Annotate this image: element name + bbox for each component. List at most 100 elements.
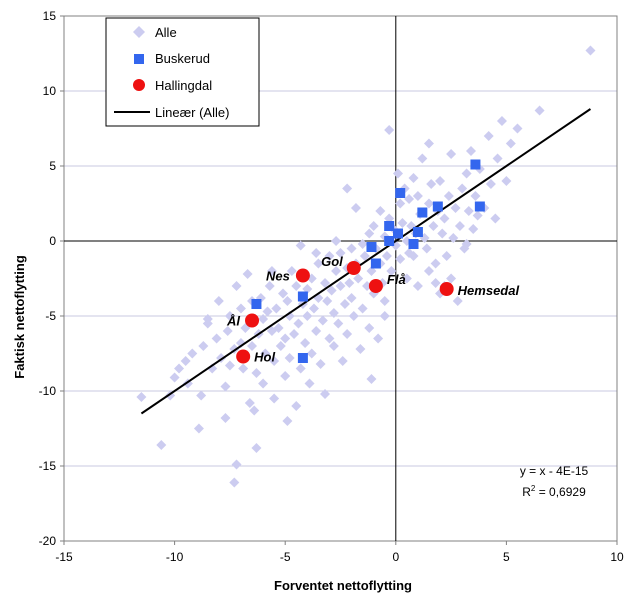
data-point-alle (284, 353, 295, 363)
data-point-alle (269, 393, 280, 404)
data-point-alle (306, 348, 317, 359)
data-point-alle (395, 198, 406, 209)
data-point-alle (384, 125, 395, 135)
r-squared-superscript: 2 (531, 484, 536, 493)
data-point-alle (348, 311, 359, 321)
data-point-alle (156, 440, 167, 450)
data-point-alle (251, 368, 262, 378)
data-point-alle (408, 173, 419, 183)
data-point-alle (271, 303, 282, 314)
x-tick-label: -5 (280, 550, 291, 564)
data-point-alle (359, 251, 370, 261)
data-point-alle (266, 266, 277, 276)
legend-marker-buskerud (134, 54, 144, 64)
y-tick-label: 5 (49, 159, 56, 173)
data-point-alle (308, 303, 319, 314)
data-point-alle (220, 381, 231, 392)
data-point-alle (381, 251, 392, 261)
r-squared: R2 = 0,6929 (522, 484, 586, 499)
data-point-alle (242, 269, 253, 279)
data-point-alle (291, 281, 302, 291)
point-label-hallingdal: Gol (321, 254, 343, 269)
data-point-alle (463, 206, 474, 216)
data-point-alle (512, 123, 523, 134)
data-point-alle (423, 198, 434, 209)
data-point-alle (277, 288, 288, 299)
data-point-alle (273, 323, 284, 333)
point-label-hallingdal: Ål (226, 314, 240, 329)
data-point-buskerud (417, 207, 428, 218)
data-point-alle (496, 116, 507, 126)
data-point-alle (247, 341, 258, 351)
data-point-alle (342, 329, 353, 339)
data-point-alle (169, 372, 180, 383)
data-point-alle (187, 348, 198, 359)
trend-equation: y = x - 4E-15 (520, 464, 589, 478)
data-point-alle (466, 146, 477, 156)
data-point-alle (291, 401, 302, 411)
data-point-buskerud (297, 353, 308, 363)
trendline (140, 108, 592, 415)
data-point-alle (452, 296, 463, 306)
data-point-alle (357, 303, 368, 314)
legend-label-buskerud: Buskerud (155, 51, 210, 66)
data-point-alle (430, 258, 441, 269)
data-point-alle (446, 149, 457, 159)
data-point-alle (136, 392, 147, 402)
data-point-alle (258, 378, 269, 389)
data-point-buskerud (412, 227, 423, 237)
data-point-alle (282, 416, 293, 426)
series-alle (136, 45, 596, 488)
x-tick-label: 5 (503, 550, 510, 564)
data-point-alle (375, 206, 386, 216)
data-point-alle (280, 333, 291, 344)
data-point-alle (353, 273, 364, 284)
data-point-alle (428, 221, 439, 231)
data-point-alle (280, 371, 291, 381)
data-point-alle (174, 363, 185, 374)
data-point-hallingdal (346, 261, 361, 275)
data-point-alle (328, 308, 339, 318)
plot-area (63, 15, 618, 542)
data-point-buskerud (432, 201, 443, 212)
data-point-alle (423, 266, 434, 276)
data-point-alle (468, 224, 479, 234)
data-point-alle (231, 459, 242, 470)
r-squared-symbol: R (522, 485, 531, 499)
data-point-alle (439, 213, 450, 224)
data-point-alle (492, 153, 503, 164)
data-point-alle (364, 228, 375, 239)
data-point-hallingdal (245, 313, 260, 328)
x-tick-label: -10 (166, 550, 184, 564)
data-point-alle (320, 389, 331, 399)
data-point-alle (251, 443, 262, 453)
data-point-alle (282, 296, 293, 306)
data-point-alle (446, 273, 457, 284)
data-point-alle (423, 138, 434, 149)
data-point-alle (224, 311, 235, 321)
data-point-alle (404, 248, 415, 258)
data-point-alle (417, 153, 428, 164)
data-point-alle (342, 183, 353, 194)
r-squared-value: = 0,6929 (535, 485, 586, 499)
data-point-alle (244, 398, 255, 408)
data-point-alle (275, 341, 286, 351)
data-point-alle (457, 183, 468, 194)
data-point-buskerud (470, 159, 481, 170)
y-tick-label: 0 (49, 234, 56, 248)
data-point-alle (222, 326, 233, 336)
data-point-alle (300, 338, 311, 348)
data-point-alle (534, 105, 545, 116)
y-tick-label: -5 (45, 309, 56, 323)
legend-item-hallingdal: Hallingdal (133, 78, 212, 93)
data-point-alle (357, 239, 368, 249)
x-tick-label: 0 (392, 550, 399, 564)
data-point-alle (264, 281, 275, 291)
data-point-alle (202, 314, 213, 324)
data-point-alle (249, 405, 260, 416)
data-point-alle (315, 359, 326, 369)
legend-item-buskerud: Buskerud (134, 51, 210, 66)
legend-marker-hallingdal (133, 79, 145, 91)
data-point-alle (331, 266, 342, 276)
data-point-alle (379, 296, 390, 306)
